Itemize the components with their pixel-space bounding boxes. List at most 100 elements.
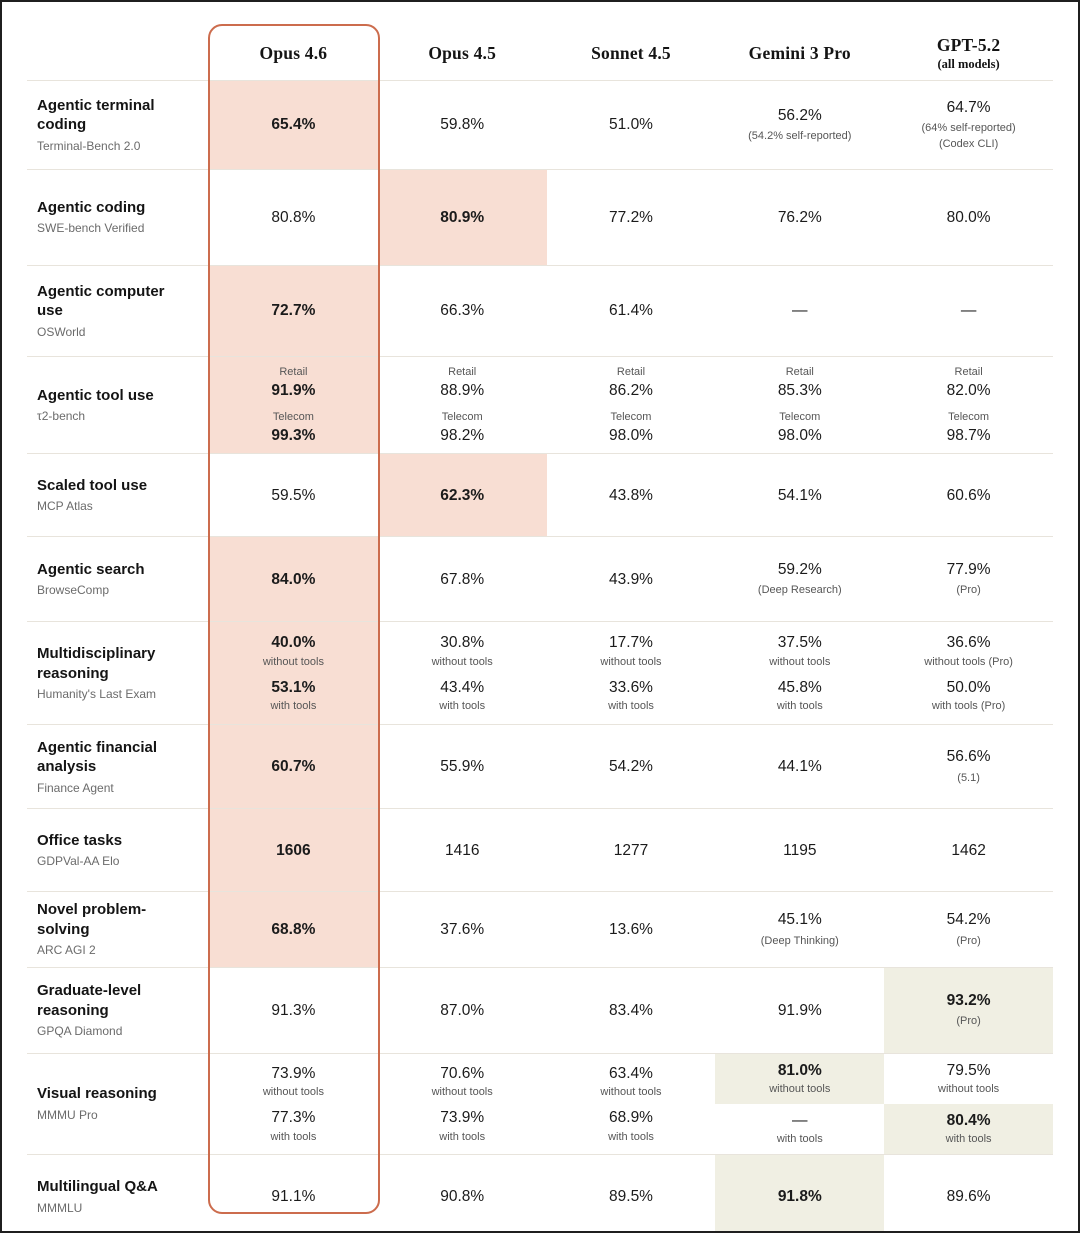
score-value: 68.8% <box>271 920 316 938</box>
score-cell: 63.4% without tools 68.9% with tools <box>547 1054 716 1154</box>
score-value: 33.6% <box>609 678 653 696</box>
score-cell: 80.8% <box>209 170 378 265</box>
score-value: 91.1% <box>271 1188 316 1206</box>
score-cell: 13.6% <box>547 892 716 967</box>
metric-sublabel: Telecom <box>948 410 990 423</box>
column-header-sonnet-4-5: Sonnet 4.5 <box>547 27 716 80</box>
row-label: Visual reasoning MMMU Pro <box>27 1054 209 1154</box>
score-value: 55.9% <box>440 758 485 776</box>
metric-sublabel: without tools <box>431 1086 493 1099</box>
score-value: 80.0% <box>946 208 991 226</box>
score-note: (64% self-reported) <box>921 122 1016 135</box>
score-cell: 91.9% <box>715 968 884 1053</box>
score-group: 50.0% with tools (Pro) <box>932 678 1005 714</box>
metric-sublabel: Retail <box>785 366 814 378</box>
score-value: — <box>792 302 808 320</box>
header-row: Opus 4.6 Opus 4.5 Sonnet 4.5 Gemini 3 Pr… <box>27 27 1053 80</box>
score-cell: 91.3% <box>209 968 378 1053</box>
table-row-financial-analysis: Agentic financial analysis Finance Agent… <box>27 724 1053 809</box>
score-value: 59.8% <box>440 116 485 134</box>
score-group: Retail 88.9% <box>440 365 484 401</box>
score-value: 89.5% <box>609 1188 653 1206</box>
score-note: (Pro) <box>956 584 981 597</box>
score-cell: 84.0% <box>209 537 378 622</box>
row-benchmark: Humanity's Last Exam <box>37 687 156 702</box>
row-category: Graduate-level reasoning <box>37 982 142 1019</box>
row-benchmark: BrowseComp <box>37 583 110 598</box>
score-value: 88.9% <box>440 382 485 400</box>
score-value: 83.4% <box>609 1001 653 1019</box>
table-row-terminal-coding: Agentic terminal coding Terminal-Bench 2… <box>27 80 1053 169</box>
row-category: Multilingual Q&A <box>37 1178 158 1196</box>
score-cell: 77.2% <box>547 170 716 265</box>
score-value: 77.9% <box>946 560 991 578</box>
score-value: 59.5% <box>271 486 316 504</box>
metric-sublabel: with tools <box>945 1133 992 1146</box>
score-note: (54.2% self-reported) <box>748 129 852 142</box>
metric-sublabel: without tools (Pro) <box>924 655 1013 668</box>
score-cell: 80.0% <box>884 170 1053 265</box>
score-cell: 37.5% without tools 45.8% with tools <box>715 622 884 724</box>
score-value: 1462 <box>951 841 986 859</box>
score-cell: 56.2% (54.2% self-reported) <box>715 81 884 169</box>
score-value: 99.3% <box>271 426 316 444</box>
score-value: 62.3% <box>440 486 485 504</box>
score-group: 33.6% with tools <box>608 678 654 714</box>
score-value: 85.3% <box>777 382 822 400</box>
score-note: (Deep Thinking) <box>760 934 839 947</box>
score-cell: 40.0% without tools 53.1% with tools <box>209 622 378 725</box>
score-value: 1606 <box>276 841 311 859</box>
table-row-office-tasks: Office tasks GDPVal-AA Elo 1606 1416 127… <box>27 808 1053 892</box>
score-value: 61.4% <box>609 302 653 320</box>
row-category: Office tasks <box>37 831 123 849</box>
metric-sublabel: Telecom <box>441 410 483 423</box>
score-group: 40.0% without tools <box>263 633 324 669</box>
score-group: 73.9% without tools <box>263 1064 324 1100</box>
score-value: 60.7% <box>271 758 316 776</box>
row-category: Scaled tool use <box>37 476 148 494</box>
score-note: (Pro) <box>956 1015 981 1028</box>
score-cell: 17.7% without tools 33.6% with tools <box>547 622 716 724</box>
score-cell: 59.5% <box>209 454 378 536</box>
score-value: 93.2% <box>946 992 991 1010</box>
score-value: 1195 <box>783 841 817 859</box>
score-cell: 59.8% <box>378 81 547 169</box>
score-cell: 54.2% (Pro) <box>884 892 1053 967</box>
table-row-graduate-reasoning: Graduate-level reasoning GPQA Diamond 91… <box>27 966 1053 1053</box>
score-cell: 45.1% (Deep Thinking) <box>715 892 884 967</box>
score-cell: 76.2% <box>715 170 884 265</box>
score-group: Retail 85.3% <box>778 365 822 401</box>
row-category: Multidisciplinary reasoning <box>37 645 156 682</box>
score-cell: 43.8% <box>547 454 716 536</box>
score-cell: Retail 86.2% Telecom 98.0% <box>547 357 716 453</box>
score-value: 87.0% <box>440 1001 485 1019</box>
table-row-agentic-coding: Agentic coding SWE-bench Verified 80.8% … <box>27 169 1053 265</box>
score-cell: 1606 <box>209 809 378 892</box>
metric-sublabel: with tools <box>439 700 486 713</box>
score-group: 81.0% without tools <box>715 1053 885 1104</box>
score-cell: 62.3% <box>377 454 547 537</box>
column-name: Opus 4.6 <box>259 43 328 63</box>
column-name: GPT-5.2 <box>936 35 1001 55</box>
score-value: 64.7% <box>946 98 991 116</box>
score-value: 98.2% <box>440 426 485 444</box>
row-benchmark: MMMLU <box>37 1200 83 1215</box>
row-label: Multilingual Q&A MMMLU <box>27 1155 209 1231</box>
score-group: 43.4% with tools <box>439 678 485 714</box>
metric-sublabel: without tools <box>938 1083 1000 1096</box>
row-category: Novel problem-solving <box>37 901 147 938</box>
score-cell: 51.0% <box>547 81 716 169</box>
score-group: 36.6% without tools (Pro) <box>924 633 1013 669</box>
score-cell: 72.7% <box>209 266 378 356</box>
metric-sublabel: without tools <box>262 1086 324 1099</box>
metric-sublabel: without tools <box>600 1086 662 1099</box>
metric-sublabel: without tools <box>600 655 662 668</box>
score-value: 44.1% <box>777 758 822 776</box>
table-row-agentic-search: Agentic search BrowseComp 84.0% 67.8% 43… <box>27 536 1053 622</box>
score-cell: 60.6% <box>884 454 1053 536</box>
score-cell: 73.9% without tools 77.3% with tools <box>209 1054 378 1154</box>
score-group: Telecom 98.2% <box>440 410 484 446</box>
score-cell: 79.5% without tools 80.4% with tools <box>884 1054 1053 1154</box>
score-value: 68.9% <box>609 1109 653 1127</box>
row-label: Agentic coding SWE-bench Verified <box>27 170 209 265</box>
